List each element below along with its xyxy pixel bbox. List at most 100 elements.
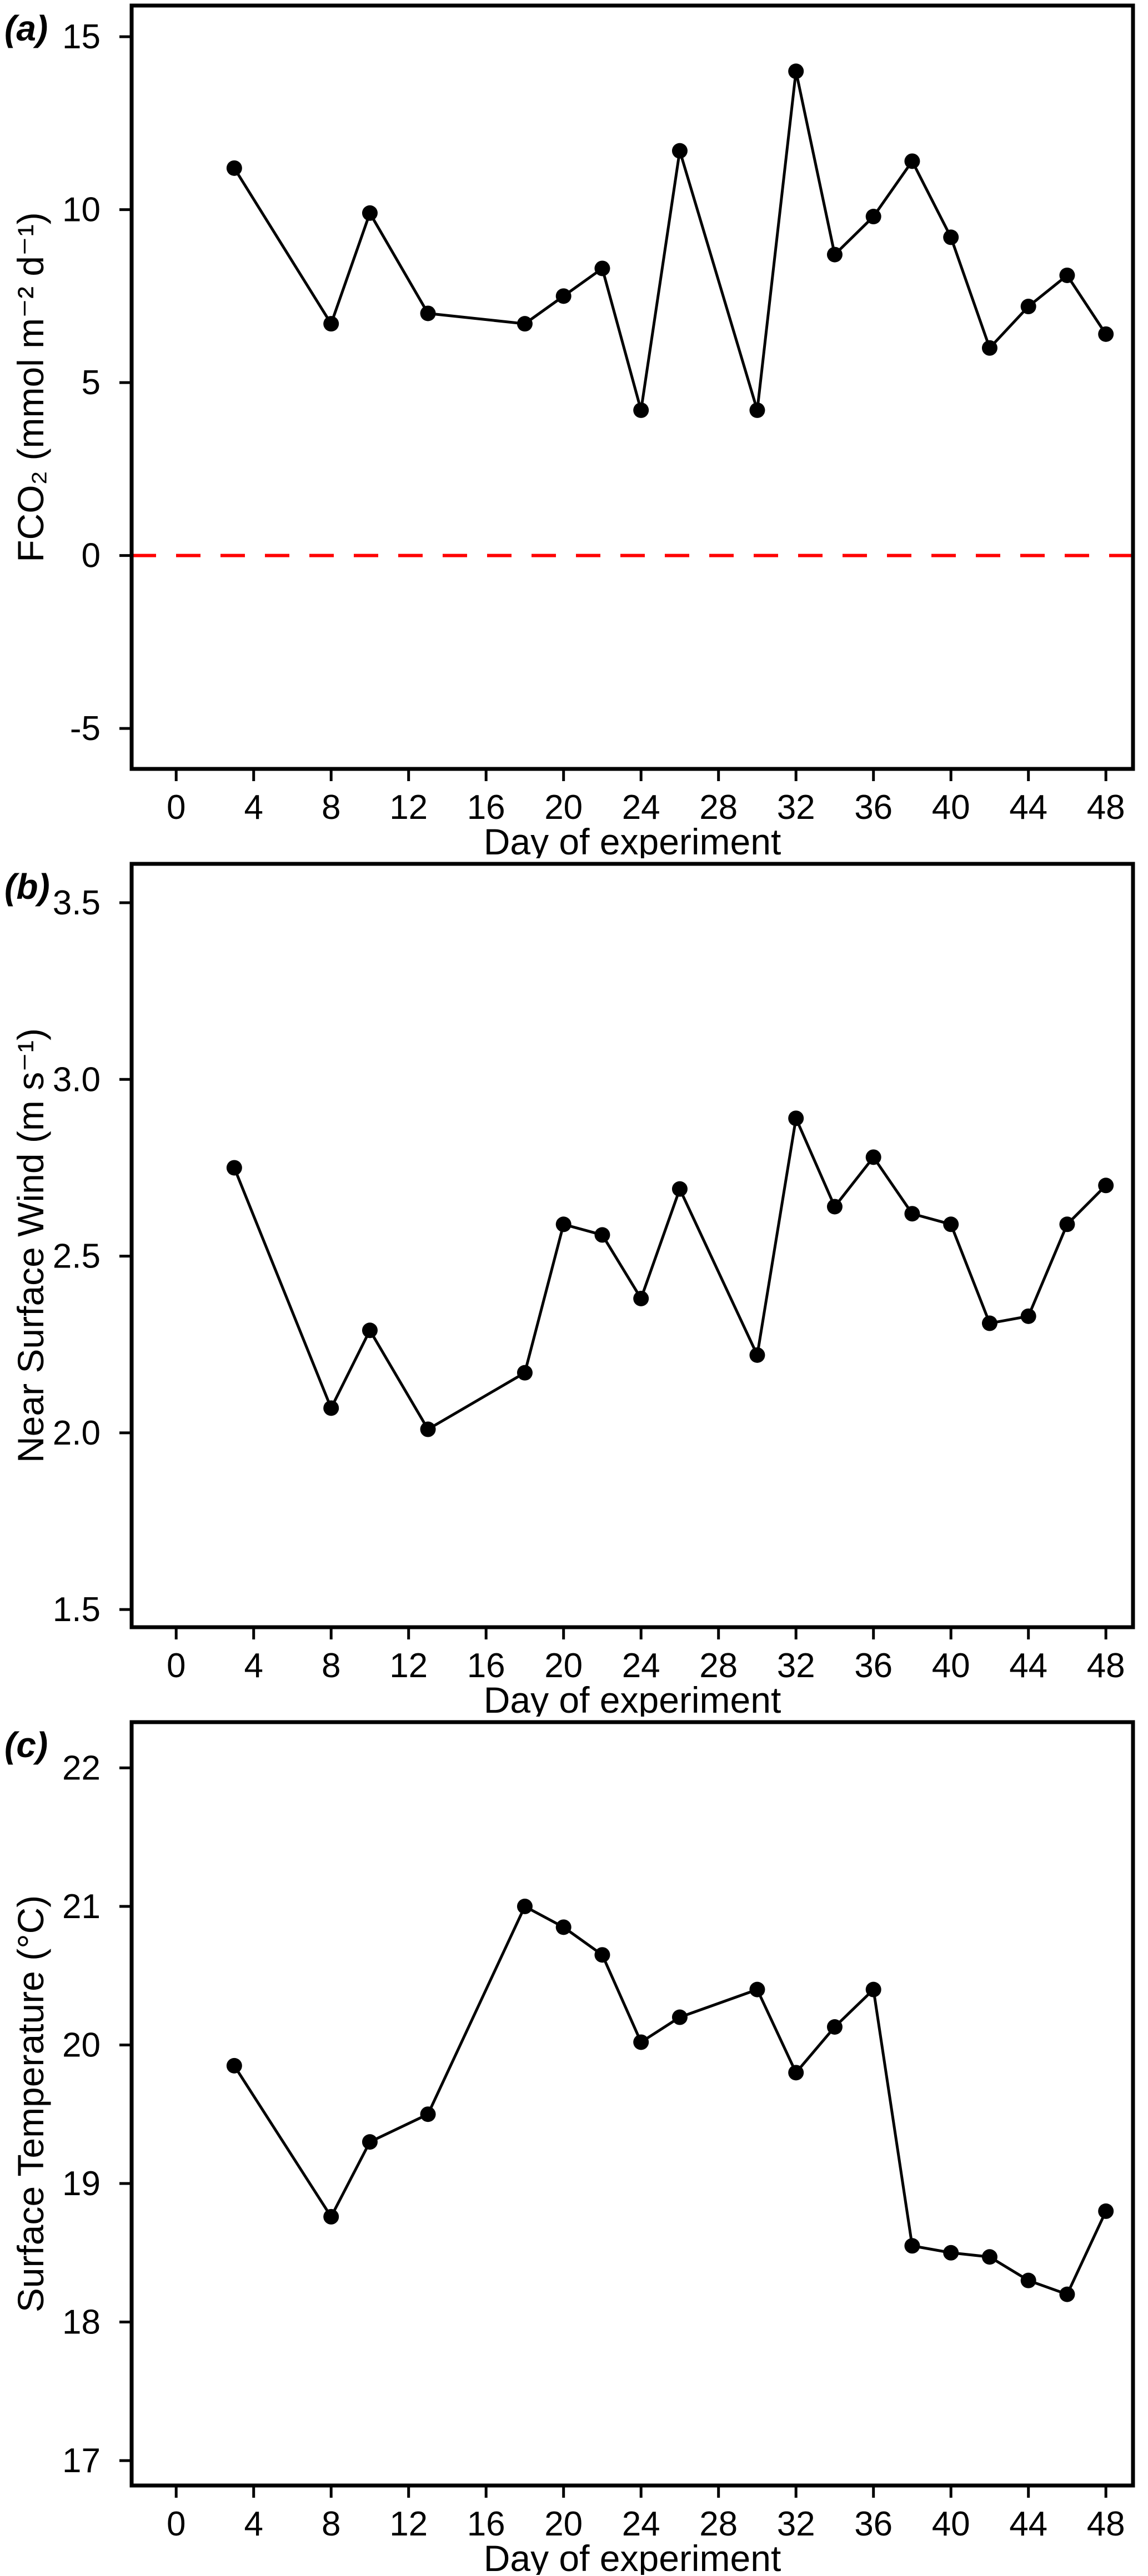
panel-label-a: (a) xyxy=(4,8,48,48)
data-point xyxy=(323,1400,339,1416)
data-point xyxy=(633,402,649,418)
x-tick-label: 24 xyxy=(622,788,660,827)
data-point xyxy=(671,1181,688,1197)
data-point xyxy=(362,205,378,221)
y-tick-label: 18 xyxy=(62,2303,101,2342)
x-tick-label: 4 xyxy=(244,1647,263,1685)
data-point xyxy=(362,2134,378,2150)
x-tick-label: 36 xyxy=(854,1647,893,1685)
data-point xyxy=(226,160,242,176)
data-point xyxy=(749,402,765,418)
panel-b-chart: 1.52.02.53.03.50 4 8 12 16 20 24 28 32 36 40 44 48Da… xyxy=(10,862,1135,1717)
x-tick-label: 36 xyxy=(854,788,893,827)
x-axis-title: Day of experiment xyxy=(484,2538,781,2575)
y-axis: -5 0 5 10 15 xyxy=(62,18,132,748)
data-point xyxy=(1020,2272,1036,2288)
y-tick-label: 10 xyxy=(62,191,101,229)
y-tick-label: -5 xyxy=(70,710,101,748)
data-point xyxy=(1059,1216,1075,1232)
data-point xyxy=(594,1947,610,1963)
data-point xyxy=(633,1290,649,1306)
data-point xyxy=(865,1981,881,1998)
y-tick-label: 19 xyxy=(62,2165,101,2203)
x-tick-label: 20 xyxy=(544,788,583,827)
y-tick-label: 5 xyxy=(82,364,101,402)
data-point xyxy=(671,143,688,159)
data-point xyxy=(865,1149,881,1165)
x-tick-label: 44 xyxy=(1009,1647,1047,1685)
data-point xyxy=(420,1421,436,1437)
x-tick-label: 40 xyxy=(932,1647,970,1685)
x-tick-label: 36 xyxy=(854,2505,893,2543)
y-tick-label: 21 xyxy=(62,1888,101,1926)
x-axis: 0 4 8 12 16 20 24 28 32 36 40 44 48 xyxy=(167,1627,1125,1685)
x-tick-label: 16 xyxy=(467,2505,505,2543)
x-tick-label: 0 xyxy=(167,788,186,827)
data-point xyxy=(226,1160,242,1176)
data-point xyxy=(362,1322,378,1339)
x-tick-label: 4 xyxy=(244,788,263,827)
x-tick-label: 8 xyxy=(322,1647,340,1685)
data-point xyxy=(1098,326,1114,342)
data-point xyxy=(904,2238,920,2254)
y-axis: 17 18 19 20 21 22 xyxy=(62,1749,132,2480)
data-point xyxy=(981,340,997,356)
data-point xyxy=(226,2057,242,2074)
data-point xyxy=(981,2249,997,2265)
x-axis: 0 4 8 12 16 20 24 28 32 36 40 44 48 xyxy=(167,769,1125,827)
x-tick-label: 28 xyxy=(699,788,738,827)
data-point xyxy=(749,1981,765,1998)
x-tick-label: 12 xyxy=(389,788,428,827)
data-line xyxy=(233,69,1107,412)
data-point xyxy=(323,2208,339,2225)
y-axis: 1.5 2.0 2.5 3.0 3.5 xyxy=(53,884,132,1629)
data-point xyxy=(826,1199,843,1215)
data-point xyxy=(671,2009,688,2025)
data-point xyxy=(633,2034,649,2050)
x-tick-label: 44 xyxy=(1009,788,1047,827)
data-point xyxy=(788,2065,804,2081)
x-axis: 0 4 8 12 16 20 24 28 32 36 40 44 48 xyxy=(167,2486,1125,2543)
y-tick-label: 20 xyxy=(62,2026,101,2064)
data-point xyxy=(594,260,610,276)
data-point xyxy=(749,1347,765,1363)
x-tick-label: 48 xyxy=(1087,1647,1125,1685)
data-line xyxy=(233,1116,1107,1431)
y-axis-title: Surface Temperature (°C) xyxy=(10,1895,51,2312)
x-axis-title: Day of experiment xyxy=(484,821,781,858)
x-tick-label: 12 xyxy=(389,2505,428,2543)
x-tick-label: 40 xyxy=(932,788,970,827)
data-point xyxy=(788,1110,804,1126)
data-point xyxy=(1059,267,1075,283)
x-tick-label: 32 xyxy=(777,2505,815,2543)
data-point xyxy=(788,63,804,79)
x-tick-label: 24 xyxy=(622,1647,660,1685)
data-point xyxy=(594,1227,610,1243)
x-tick-label: 0 xyxy=(167,2505,186,2543)
x-tick-label: 16 xyxy=(467,788,505,827)
data-line xyxy=(233,1905,1107,2296)
x-tick-label: 40 xyxy=(932,2505,970,2543)
x-tick-label: 32 xyxy=(777,1647,815,1685)
data-point xyxy=(1020,1308,1036,1324)
plot-border xyxy=(129,862,1135,1629)
y-axis-title: Near Surface Wind (m s⁻¹) xyxy=(10,1028,51,1463)
data-point xyxy=(555,288,572,304)
panel-label-b: (b) xyxy=(4,867,50,907)
y-tick-label: 1.5 xyxy=(53,1591,101,1629)
data-point xyxy=(517,316,533,332)
data-point xyxy=(865,209,881,225)
data-point xyxy=(943,1216,959,1232)
data-point xyxy=(420,2106,436,2122)
x-tick-label: 4 xyxy=(244,2505,263,2543)
data-point xyxy=(943,229,959,245)
data-point xyxy=(826,2019,843,2035)
x-tick-label: 8 xyxy=(322,2505,340,2543)
plot-border xyxy=(129,1720,1135,2488)
panel-a: (a) -5 0 5 10 15 0 4 8 12 16 20 24 28 32 36 40 44 48 Day o… xyxy=(0,0,1148,858)
y-tick-label: 15 xyxy=(62,18,101,56)
data-point xyxy=(420,305,436,321)
